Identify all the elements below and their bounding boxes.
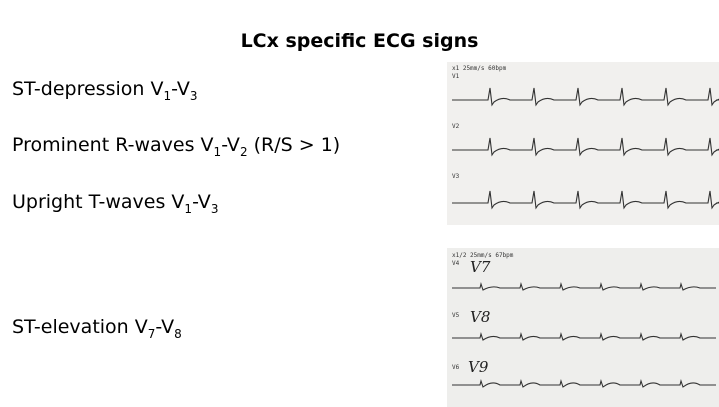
ecg-top-bg [447, 62, 719, 225]
lead-label: V3 [452, 173, 460, 180]
ecg-header: x1 25mm/s 60bpm [452, 65, 507, 72]
slide: LCx specific ECG signs ST-depression V1-… [0, 0, 719, 407]
ecg-images: x1 25mm/s 60bpmV1V2V3x1/2 25mm/s 67bpmV4… [0, 0, 719, 407]
handwritten-label: V9 [468, 358, 489, 376]
lead-label: V1 [452, 73, 460, 80]
handwritten-label: V7 [470, 258, 491, 276]
lead-label: V5 [452, 312, 460, 319]
lead-label: V6 [452, 364, 460, 371]
lead-label: V2 [452, 123, 460, 130]
handwritten-label: V8 [470, 308, 490, 326]
lead-label: V4 [452, 260, 460, 267]
